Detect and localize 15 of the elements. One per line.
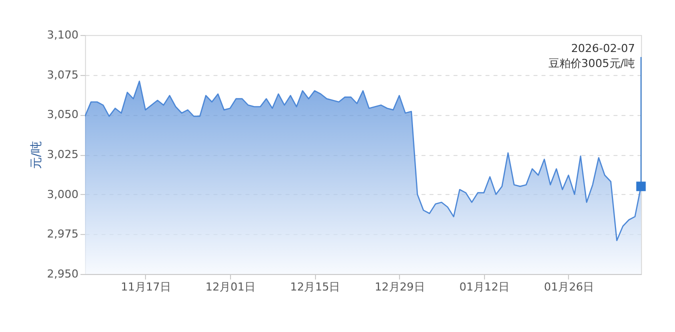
annotation: 2026-02-07 豆粕价3005元/吨: [548, 42, 635, 70]
y-tick-label: 3,050: [47, 108, 78, 122]
x-tick-label: 01月26日: [544, 280, 594, 294]
x-tick-label: 12月29日: [374, 280, 425, 294]
x-tick-label: 12月01日: [206, 280, 256, 294]
y-axis-title: 元/吨: [29, 140, 44, 170]
x-tick-label: 12月15日: [290, 280, 340, 294]
y-tick-label: 2,950: [47, 268, 78, 280]
y-tick-label: 3,100: [47, 28, 78, 42]
y-tick-label: 3,075: [47, 68, 78, 82]
y-tick-label: 3,000: [47, 188, 78, 201]
x-tick-label: 11月17日: [120, 280, 171, 294]
x-tick-label: 01月12日: [459, 280, 510, 294]
y-tick-label: 2,975: [47, 228, 78, 241]
y-tick-label: 3,025: [47, 148, 78, 161]
